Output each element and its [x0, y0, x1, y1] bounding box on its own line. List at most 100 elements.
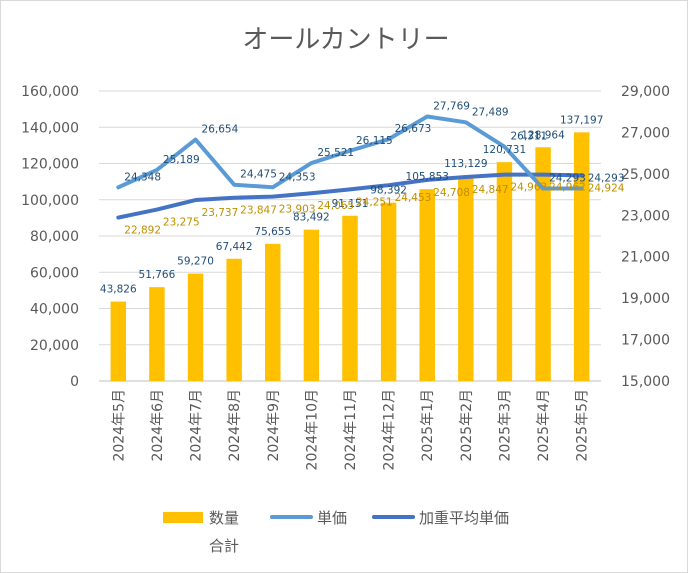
y-axis-right: 15,000 17,000 19,000 21,000 23,000 25,000 27,0… [621, 84, 670, 390]
y-right-tick-label: 25,000 [621, 167, 670, 183]
weighted-average-data-label: 24,251 [356, 196, 393, 208]
bar [380, 202, 397, 381]
bar-data-label: 105,853 [406, 171, 449, 183]
y-left-tick-label: 60,000 [30, 265, 79, 281]
legend-label: 単価 [317, 509, 347, 527]
weighted-average-data-label: 24,453 [395, 192, 432, 204]
y-left-tick-label: 0 [70, 374, 79, 390]
y-left-tick-label: 140,000 [21, 120, 79, 136]
bar-data-label: 67,442 [216, 241, 253, 253]
unit-price-data-label: 26,673 [395, 123, 432, 135]
bar [496, 162, 513, 381]
weighted-average-line [116, 172, 584, 220]
unit-price-data-label: 26,311 [510, 131, 547, 143]
unit-price-data-label: 26,654 [202, 124, 239, 136]
x-tick-label: 2025年4月 [536, 389, 552, 462]
y-right-tick-label: 19,000 [621, 291, 670, 307]
unit-price-data-label: 27,489 [472, 106, 509, 118]
y-left-tick-label: 40,000 [30, 302, 79, 318]
x-tick-label: 2024年11月 [343, 389, 359, 470]
legend-label: 合計 [209, 537, 239, 555]
bar-data-label: 128,964 [521, 129, 565, 141]
x-tick-label: 2024年8月 [227, 389, 243, 462]
bar-data-label: 91,151 [332, 198, 369, 210]
bar [342, 215, 358, 381]
bar [265, 243, 281, 381]
chart-title: オールカントリー [242, 25, 449, 55]
x-tick-label: 2024年5月 [111, 389, 127, 462]
y-right-tick-label: 17,000 [621, 333, 670, 349]
y-left-tick-label: 100,000 [21, 193, 79, 209]
bar-data-label: 43,826 [100, 284, 137, 296]
bar [149, 287, 165, 381]
legend-label: 数量 [209, 509, 239, 527]
bar-data-label: 113,129 [444, 158, 487, 170]
x-tick-label: 2024年9月 [266, 389, 282, 462]
legend-label: 加重平均単価 [419, 509, 509, 527]
weighted-average-data-label: 23,847 [240, 205, 277, 217]
weighted-average-data-label: 24,963 [510, 182, 547, 194]
weighted-average-data-label: 23,737 [202, 207, 239, 219]
y-left-tick-label: 160,000 [21, 84, 79, 100]
unit-price-data-label: 26,115 [356, 135, 393, 147]
bar [187, 273, 204, 381]
bar-data-labels: 43,82651,76659,27067,44275,65583,49291,1… [100, 114, 603, 295]
x-tick-label: 2025年2月 [459, 389, 475, 462]
x-tick-label: 2024年7月 [189, 389, 205, 462]
bar [419, 189, 435, 381]
x-tick-label: 2024年12月 [382, 389, 398, 470]
weighted-average-data-label: 23,903 [279, 204, 316, 216]
bar [303, 229, 320, 381]
weighted-average-data-label: 24,962 [549, 182, 586, 194]
x-tick-label: 2025年5月 [575, 389, 591, 462]
bar-data-label: 120,731 [483, 144, 526, 156]
y-right-tick-label: 23,000 [621, 208, 670, 224]
y-right-tick-label: 27,000 [621, 125, 670, 141]
y-right-tick-label: 15,000 [621, 374, 670, 390]
x-tick-label: 2025年1月 [420, 389, 436, 462]
bar [573, 132, 590, 381]
unit-price-data-label: 25,521 [317, 147, 354, 159]
weighted-average-data-label: 24,924 [588, 182, 625, 194]
weighted-average-data-label: 23,275 [163, 217, 200, 229]
x-axis: 2024年5月 2024年6月 2024年7月 2024年8月 2024年9月 2024年… [111, 389, 590, 470]
y-right-tick-label: 21,000 [621, 250, 670, 266]
bar-data-label: 83,492 [293, 212, 330, 224]
y-right-tick-label: 29,000 [621, 84, 670, 100]
bar [535, 147, 551, 381]
legend-swatch-bar [163, 512, 203, 523]
bar [110, 301, 127, 381]
weighted-average-data-label: 24,065 [317, 200, 354, 212]
bar-data-label: 75,655 [254, 226, 291, 238]
unit-price-data-label: 27,769 [433, 100, 470, 112]
unit-price-data-label: 24,293 [588, 173, 625, 185]
bar [458, 175, 474, 381]
bar-data-label: 137,197 [560, 114, 603, 126]
unit-price-line [116, 114, 584, 191]
bar-data-label: 59,270 [177, 256, 214, 268]
bar-data-label: 98,392 [370, 185, 407, 197]
unit-price-data-label: 24,348 [124, 171, 161, 183]
unit-price-data-label: 25,189 [163, 154, 200, 166]
weighted-average-data-label: 24,847 [472, 184, 509, 196]
bar-series [110, 132, 590, 381]
weighted-average-data-label: 22,892 [124, 225, 161, 237]
y-left-tick-label: 20,000 [30, 338, 79, 354]
x-tick-label: 2024年10月 [304, 389, 320, 470]
bar [226, 258, 242, 381]
unit-price-data-label: 24,475 [240, 169, 277, 181]
x-tick-label: 2025年3月 [497, 389, 513, 462]
unit-price-data-label: 24,353 [279, 171, 316, 183]
y-left-tick-label: 120,000 [21, 157, 79, 173]
x-tick-label: 2024年6月 [150, 389, 166, 462]
weighted-average-data-label: 24,708 [433, 187, 470, 199]
y-axis-left: 0 20,000 40,000 60,000 80,000 100,000 120,000 1… [21, 84, 79, 390]
unit-price-data-label: 24,293 [549, 173, 586, 185]
bar-data-label: 51,766 [139, 269, 176, 281]
y-left-tick-label: 80,000 [30, 229, 79, 245]
